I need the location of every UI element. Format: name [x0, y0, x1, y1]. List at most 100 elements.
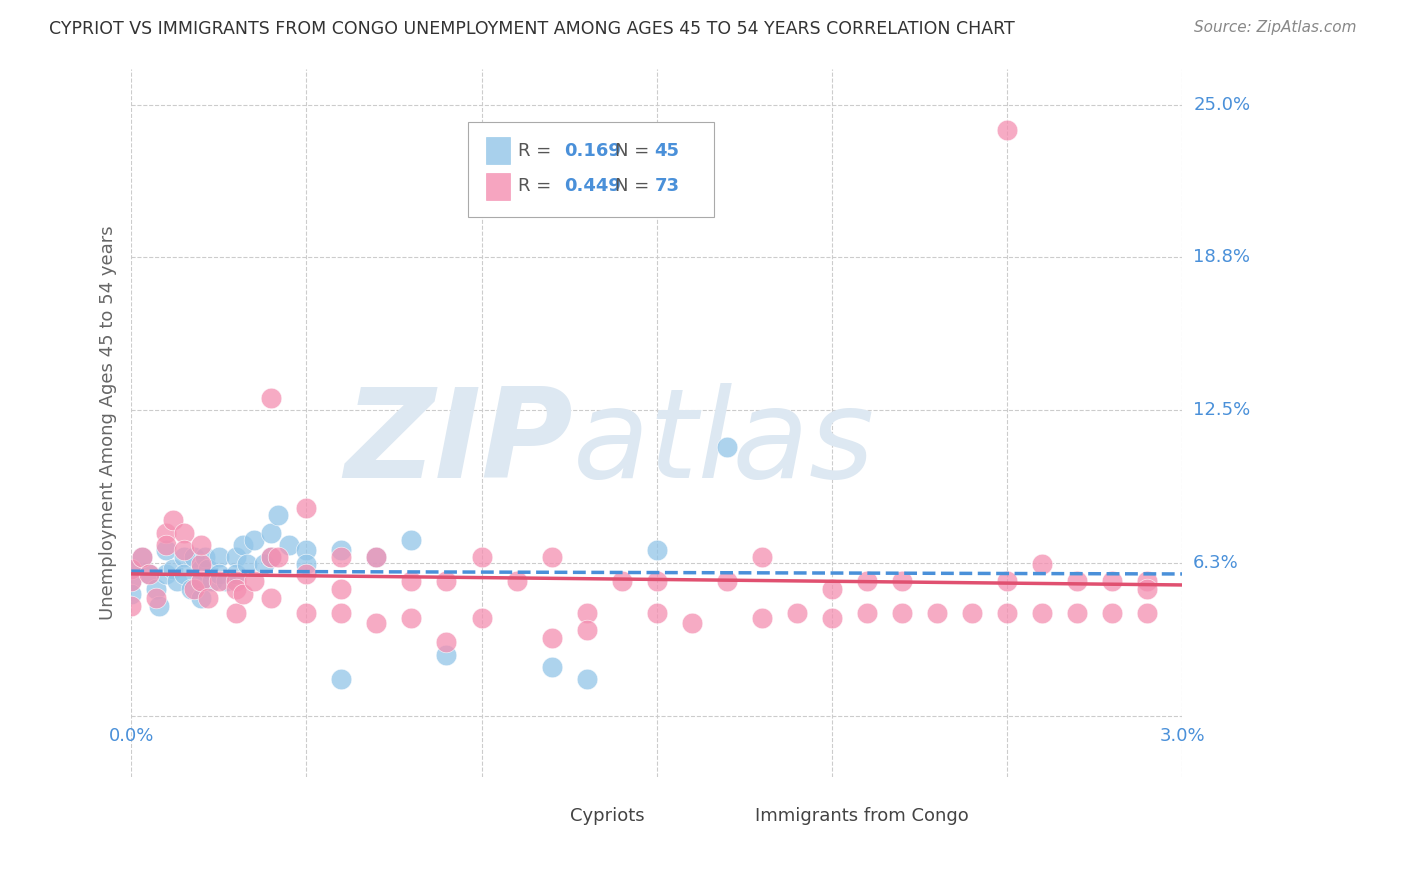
Point [470, 611, 492, 625]
Point [540, 549, 562, 564]
Point [436, 574, 458, 589]
Point [786, 606, 808, 620]
Text: 6.3%: 6.3% [1194, 554, 1239, 572]
Y-axis label: Unemployment Among Ages 45 to 54 years: Unemployment Among Ages 45 to 54 years [100, 226, 117, 620]
Text: 18.8%: 18.8% [1194, 248, 1250, 266]
Point [575, 606, 598, 620]
Point [925, 606, 948, 620]
Point [267, 508, 290, 523]
Point [330, 549, 353, 564]
Point [1136, 582, 1159, 596]
Point [162, 513, 184, 527]
Point [148, 599, 170, 613]
Point [194, 549, 217, 564]
Point [330, 582, 353, 596]
Point [131, 549, 153, 564]
Text: 3.0%: 3.0% [1159, 727, 1205, 745]
Point [260, 391, 283, 405]
Point [232, 586, 254, 600]
Point [401, 574, 423, 589]
Point [277, 538, 299, 552]
Point [575, 672, 598, 686]
Point [645, 606, 668, 620]
Point [120, 574, 142, 589]
Point [190, 574, 212, 589]
Point [215, 574, 238, 589]
Point [295, 501, 318, 516]
Text: 0.449: 0.449 [564, 178, 621, 195]
Point [1136, 606, 1159, 620]
Text: 0.169: 0.169 [564, 142, 621, 160]
Point [267, 549, 290, 564]
Point [120, 586, 142, 600]
Point [180, 582, 202, 596]
Text: 0.0%: 0.0% [108, 727, 153, 745]
Point [243, 533, 266, 547]
Point [401, 611, 423, 625]
Text: N =: N = [614, 178, 655, 195]
Text: 25.0%: 25.0% [1194, 96, 1250, 114]
Point [295, 558, 318, 572]
Point [995, 606, 1018, 620]
Point [856, 606, 879, 620]
Point [197, 591, 219, 606]
Point [183, 549, 205, 564]
Point [173, 549, 195, 564]
Point [295, 606, 318, 620]
Text: atlas: atlas [572, 384, 875, 504]
Point [155, 567, 177, 582]
Point [225, 582, 247, 596]
Point [1066, 574, 1088, 589]
Text: 12.5%: 12.5% [1194, 401, 1250, 419]
Point [131, 549, 153, 564]
Point [366, 549, 388, 564]
Point [610, 574, 633, 589]
Point [890, 574, 912, 589]
Text: Immigrants from Congo: Immigrants from Congo [755, 806, 969, 824]
Text: ZIP: ZIP [344, 384, 572, 504]
Point [225, 606, 247, 620]
Point [856, 574, 879, 589]
Point [540, 660, 562, 674]
Point [120, 562, 142, 576]
Point [190, 558, 212, 572]
Bar [720, 805, 747, 826]
FancyBboxPatch shape [468, 121, 714, 218]
Point [190, 591, 212, 606]
Point [821, 582, 844, 596]
Point [208, 574, 231, 589]
Point [138, 567, 160, 582]
Point [505, 574, 527, 589]
Point [401, 533, 423, 547]
Point [183, 582, 205, 596]
Point [225, 574, 247, 589]
Point [1101, 574, 1123, 589]
Point [1101, 606, 1123, 620]
Point [145, 582, 167, 596]
Bar [486, 137, 509, 164]
Text: Cypriots: Cypriots [571, 806, 645, 824]
Point [260, 525, 283, 540]
Point [243, 574, 266, 589]
Text: 73: 73 [655, 178, 679, 195]
Text: R =: R = [517, 178, 557, 195]
Point [436, 648, 458, 662]
Point [208, 567, 231, 582]
Text: R =: R = [517, 142, 557, 160]
Point [260, 549, 283, 564]
Point [751, 549, 773, 564]
Point [995, 122, 1018, 136]
Point [120, 574, 142, 589]
Point [155, 538, 177, 552]
Point [960, 606, 983, 620]
Point [253, 558, 276, 572]
Point [201, 574, 224, 589]
Point [330, 606, 353, 620]
Point [208, 549, 231, 564]
Point [1031, 606, 1053, 620]
Point [236, 558, 259, 572]
Point [295, 542, 318, 557]
Point [190, 562, 212, 576]
Text: Source: ZipAtlas.com: Source: ZipAtlas.com [1194, 20, 1357, 35]
Point [645, 542, 668, 557]
